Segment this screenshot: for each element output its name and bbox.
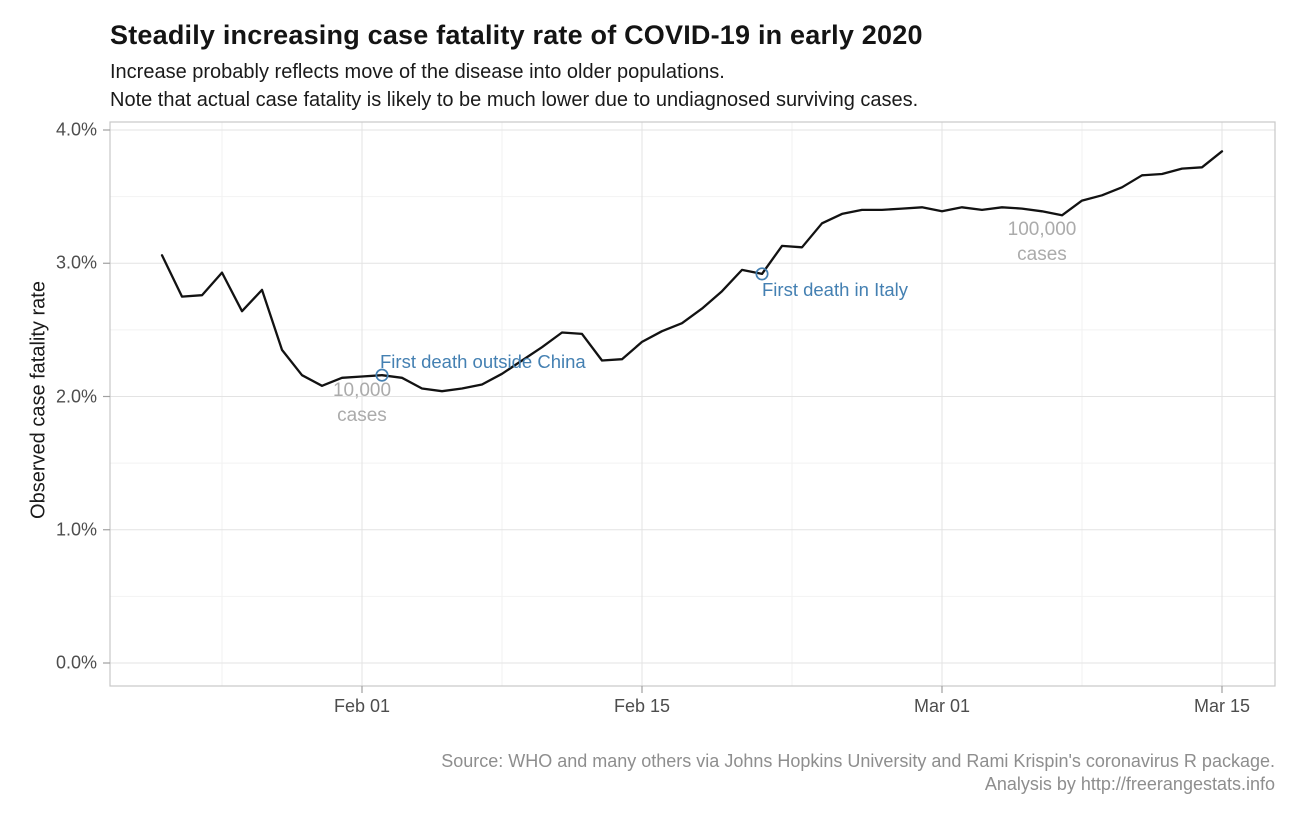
chart-subtitle-line-2: Note that actual case fatality is likely…: [110, 89, 919, 111]
milestone-100k-line-2: cases: [1017, 244, 1067, 265]
y-tick-label-4.0%: 4.0%: [55, 119, 97, 140]
milestone-100k-label: 100,000 cases: [1008, 217, 1077, 267]
event-first-death-outside-china-marker: [375, 368, 389, 382]
event-first-death-italy-label: First death in Italy: [762, 278, 909, 300]
y-tick-label-2.0%: 2.0%: [55, 386, 97, 406]
y-tick-label-0.0%: 0.0%: [55, 652, 97, 673]
milestone-10k-line-1: 10,000: [332, 380, 392, 401]
y-tick-label-1.0%: 1.0%: [55, 519, 97, 540]
event-first-death-outside-china-label: First death outside China: [380, 351, 586, 373]
cfr-line: [160, 150, 1224, 393]
event-first-death-italy-marker: [755, 267, 769, 281]
chart-subtitle-line-1: Increase probably reflects move of the d…: [110, 61, 725, 83]
x-tick-label-Feb-01: Feb 01: [333, 696, 391, 716]
x-tick-label-Mar-15: Mar 15: [1193, 696, 1251, 716]
source-caption-line-2: Analysis by http://freerangestats.info: [984, 774, 1275, 794]
chart-subtitle: Increase probably reflects move of the d…: [110, 58, 918, 114]
y-tick-label-3.0%: 3.0%: [55, 252, 97, 273]
milestone-100k-line-1: 100,000: [1007, 219, 1077, 240]
panel-border: [109, 121, 1276, 687]
milestone-10k-label: 10,000 cases: [333, 378, 391, 428]
source-caption-line-1: Source: WHO and many others via Johns Ho…: [441, 751, 1275, 771]
chart-title: Steadily increasing case fatality rate o…: [110, 20, 923, 50]
source-caption: Source: WHO and many others via Johns Ho…: [441, 750, 1275, 796]
x-tick-label-Mar-01: Mar 01: [913, 696, 971, 716]
x-tick-label-Feb-15: Feb 15: [613, 696, 671, 716]
milestone-10k-line-2: cases: [337, 405, 387, 426]
